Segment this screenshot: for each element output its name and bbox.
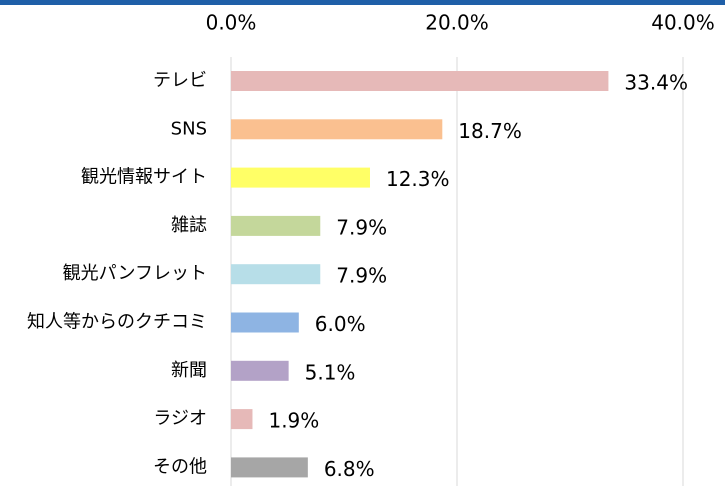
y-tick-label: 観光情報サイト <box>81 167 207 188</box>
y-tick-label: SNS <box>171 118 207 139</box>
bar <box>231 264 321 285</box>
value-label: 7.9% <box>336 264 387 288</box>
bar <box>231 409 253 430</box>
bar <box>231 360 289 381</box>
bar <box>231 71 609 91</box>
top-band <box>0 0 725 5</box>
y-tick-label: テレビ <box>153 70 207 91</box>
value-label: 6.0% <box>315 312 366 336</box>
bar <box>231 215 321 236</box>
value-label: 7.9% <box>336 215 387 239</box>
x-tick-label: 40.0% <box>651 11 715 35</box>
value-label: 18.7% <box>458 119 522 143</box>
value-label: 5.1% <box>305 360 356 384</box>
y-tick-label: ラジオ <box>153 408 207 429</box>
y-tick-label: 観光パンフレット <box>63 263 207 284</box>
value-label: 1.9% <box>268 409 319 433</box>
y-tick-label: 知人等からのクチコミ <box>27 312 207 333</box>
value-label: 33.4% <box>624 71 688 95</box>
bar <box>231 457 308 478</box>
y-tick-label: 新聞 <box>171 360 207 381</box>
bar <box>231 119 443 140</box>
x-tick-label: 20.0% <box>425 11 489 35</box>
bar <box>231 167 370 188</box>
y-tick-label: 雑誌 <box>171 215 207 236</box>
bar <box>231 312 299 333</box>
y-tick-label: その他 <box>153 456 207 477</box>
x-tick-label: 0.0% <box>206 11 257 35</box>
value-label: 6.8% <box>324 457 375 481</box>
value-label: 12.3% <box>386 167 450 191</box>
